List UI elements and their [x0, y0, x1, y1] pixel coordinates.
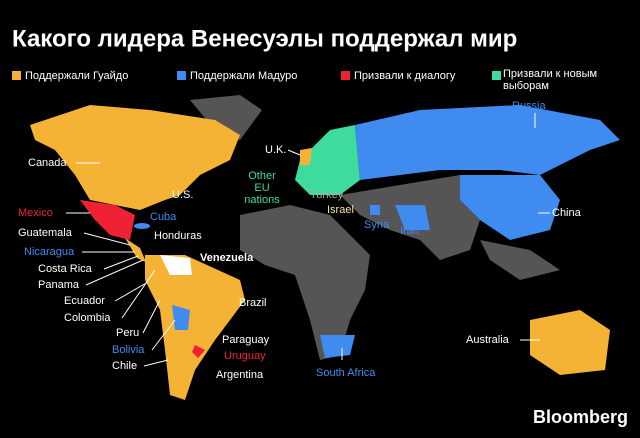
- country-label: Nicaragua: [24, 246, 75, 258]
- legend-swatch: [341, 71, 350, 80]
- iran: [395, 205, 430, 230]
- europe: [295, 125, 360, 195]
- greenland: [190, 95, 262, 140]
- legend-swatch: [492, 71, 501, 80]
- country-label: Turkey: [310, 189, 344, 201]
- uk: [300, 148, 312, 165]
- country-label: U.K.: [265, 144, 286, 156]
- china: [460, 175, 560, 240]
- country-label: Panama: [38, 279, 80, 291]
- leader: [151, 319, 176, 351]
- country-label: Paraguay: [222, 334, 270, 346]
- leader: [103, 255, 139, 270]
- country-label: Argentina: [216, 369, 264, 381]
- title: Какого лидера Венесуэлы поддержал мир: [12, 25, 517, 52]
- leader: [114, 281, 149, 302]
- country-label: Israel: [327, 204, 354, 216]
- country-label: Ecuador: [64, 295, 105, 307]
- country-label: Peru: [116, 327, 139, 339]
- venezuela: [160, 255, 192, 275]
- leader: [142, 299, 161, 334]
- country-label: U.S.: [172, 189, 193, 201]
- brand: Bloomberg: [533, 407, 628, 427]
- leader: [143, 359, 169, 367]
- country-labels: Russia Canada U.K. Other EU nations U.S.…: [18, 100, 582, 381]
- africa: [240, 205, 370, 360]
- legend-label: Поддержали Мадуро: [190, 70, 297, 82]
- legend-label-box: Призвали к новым выборам: [503, 68, 598, 92]
- country-label: Iran: [400, 225, 419, 237]
- land: [30, 95, 620, 400]
- country-label: Honduras: [154, 230, 202, 242]
- russia: [355, 105, 620, 180]
- southeast-asia: [480, 240, 560, 280]
- legend-label: Призвали к новым выборам: [503, 68, 598, 92]
- mexico: [80, 200, 135, 240]
- legend: Поддержали Гуайдо Поддержали Мадуро Приз…: [12, 68, 598, 92]
- country-label: China: [552, 207, 582, 219]
- country-label: Canada: [28, 157, 67, 169]
- north-america: [30, 105, 240, 210]
- country-label: Bolivia: [112, 344, 145, 356]
- south-america: [145, 255, 245, 400]
- label-box: Other EU nations: [244, 170, 280, 206]
- legend-swatch: [177, 71, 186, 80]
- country-label: Uruguay: [224, 350, 266, 362]
- country-label: Guatemala: [18, 227, 73, 239]
- legend-label: Призвали к диалогу: [354, 70, 456, 82]
- country-label: Cuba: [150, 211, 177, 223]
- country-label: Venezuela: [200, 252, 254, 264]
- leader: [83, 232, 131, 246]
- country-label: Brazil: [239, 297, 267, 309]
- country-label: Mexico: [18, 207, 53, 219]
- country-label: Chile: [112, 360, 137, 372]
- syria: [370, 205, 380, 215]
- country-label: Colombia: [64, 312, 111, 324]
- australia: [530, 310, 610, 375]
- leader: [121, 269, 156, 319]
- leader-lines: [66, 113, 550, 367]
- country-label: Syria: [364, 219, 390, 231]
- bolivia: [172, 305, 190, 330]
- legend-swatch: [12, 71, 21, 80]
- country-label: South Africa: [316, 367, 376, 379]
- leader: [85, 259, 144, 286]
- legend-label: Поддержали Гуайдо: [25, 70, 128, 82]
- country-label: Russia: [512, 100, 547, 112]
- country-label: Australia: [466, 334, 510, 346]
- cuba: [134, 223, 150, 229]
- uruguay: [192, 345, 205, 358]
- country-label: Costa Rica: [38, 263, 93, 275]
- central-america: [125, 238, 146, 262]
- leader: [287, 149, 301, 156]
- country-label: Other EU nations: [244, 170, 280, 206]
- south-africa: [320, 335, 355, 358]
